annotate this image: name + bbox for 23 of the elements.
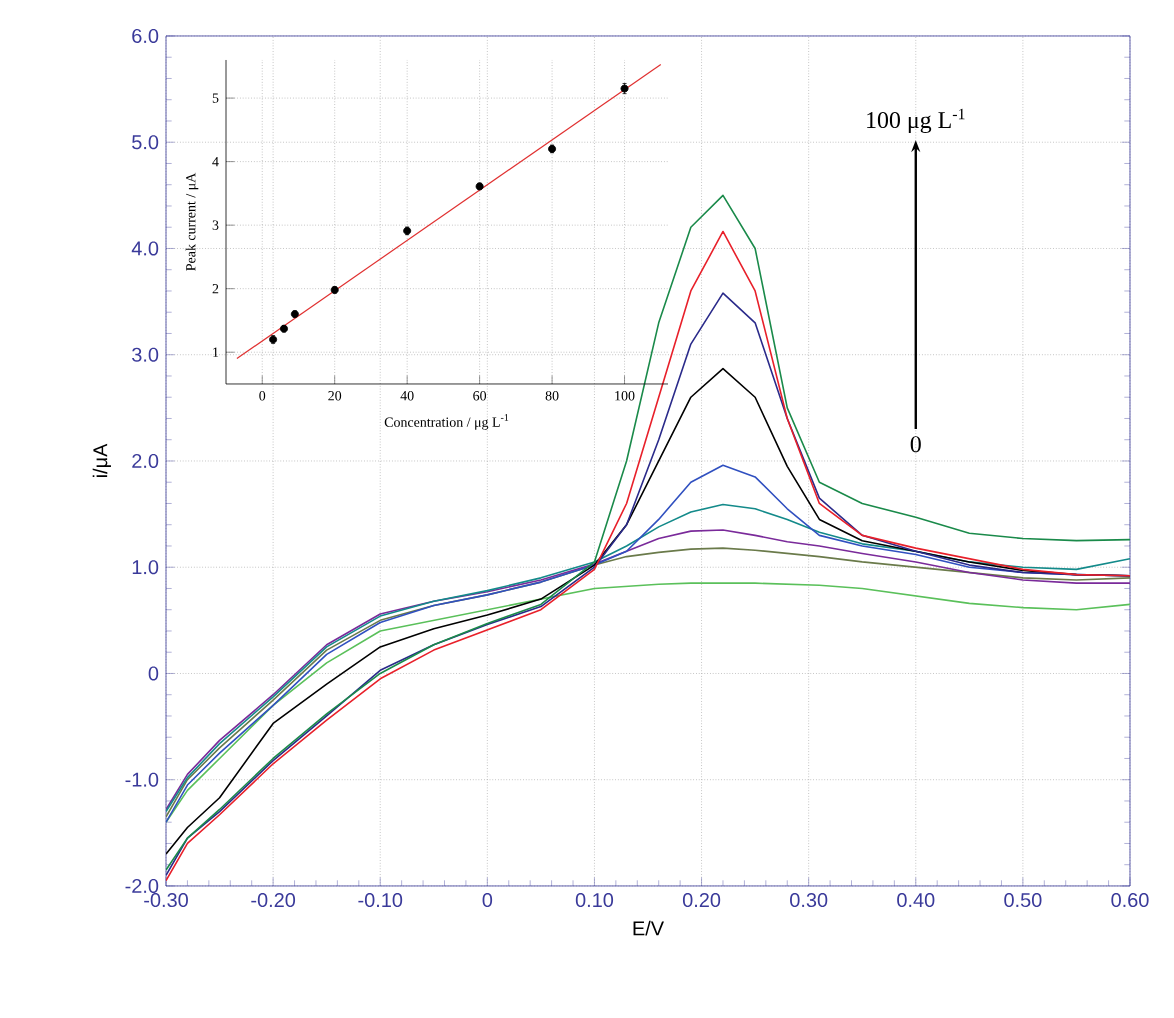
- y-tick-label: 2.0: [132, 453, 159, 469]
- x-tick-label: 0.40: [897, 893, 935, 908]
- x-tick-label: 0.60: [1111, 893, 1149, 908]
- x-tick-label: 0.20: [682, 893, 721, 908]
- x-tick-label: 0.50: [1004, 893, 1042, 908]
- x-axis-title: E/V: [633, 920, 664, 936]
- y-tick-label: 6.0: [132, 28, 159, 44]
- x-tick-label: -0.10: [358, 893, 403, 908]
- x-tick-label: 0.10: [575, 893, 614, 908]
- x-tick-label: -0.30: [144, 893, 188, 908]
- x-tick-label: 0.30: [790, 893, 828, 908]
- y-tick-label: -2.0: [125, 878, 159, 894]
- y-tick-label: 3.0: [132, 347, 159, 362]
- y-tick-label: -1.0: [125, 772, 159, 787]
- y-tick-label: 1.0: [132, 560, 159, 575]
- x-tick-label: 0: [482, 893, 493, 908]
- annotation: 0: [910, 436, 921, 453]
- y-axis-title: i/μA: [92, 443, 111, 477]
- x-tick-label: -0.20: [251, 893, 296, 908]
- y-tick-label: 0: [148, 666, 159, 681]
- y-tick-label: 4.0: [131, 241, 159, 256]
- annotation: 100 μg L$^{-1}$: [867, 108, 965, 134]
- y-tick-label: 5.0: [132, 135, 159, 150]
